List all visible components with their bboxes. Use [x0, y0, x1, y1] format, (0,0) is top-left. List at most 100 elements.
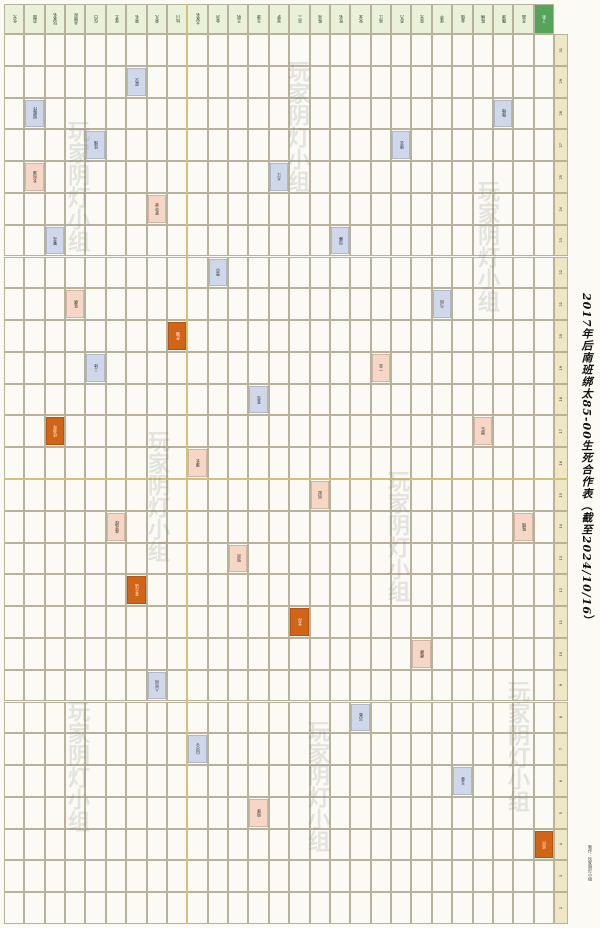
grid-cell — [44, 97, 66, 130]
grid-cell — [370, 34, 392, 66]
grid-cell — [166, 415, 188, 448]
grid-cell — [228, 129, 249, 162]
schedule-entry-label: 漫长 — [195, 459, 200, 468]
grid-cell — [268, 860, 290, 893]
grid-cell — [65, 415, 86, 448]
grid-cell — [126, 129, 147, 162]
row-label: 大家名 — [187, 4, 208, 34]
grid-cell — [411, 34, 432, 66]
row-label-text: 仓光 — [11, 15, 17, 23]
grid-cell — [126, 669, 147, 702]
grid-cell — [309, 574, 330, 607]
grid-cell — [44, 256, 66, 289]
grid-cell — [391, 765, 412, 797]
row-label-text: 荣凡 — [154, 15, 160, 23]
column-label-text: 27 — [558, 143, 563, 148]
grid-cell — [411, 288, 432, 321]
grid-cell — [207, 828, 229, 861]
grid-cell — [391, 510, 412, 543]
grid-cell — [411, 479, 432, 511]
grid-cell — [105, 574, 127, 607]
grid-cell — [309, 796, 330, 829]
grid-cell — [228, 606, 249, 638]
grid-cell — [44, 892, 66, 924]
schedule-entry-label: 如懿传 — [32, 107, 38, 120]
grid-cell — [452, 574, 473, 607]
grid-cell — [65, 542, 86, 575]
schedule-entry-label: 莲花楼 — [113, 520, 119, 533]
grid-cell — [24, 320, 45, 352]
row-label: 陈楠 — [472, 4, 493, 34]
grid-cell — [309, 161, 330, 193]
grid-cell — [391, 669, 412, 702]
grid-cell — [126, 606, 147, 638]
grid-cell — [370, 224, 392, 257]
row-label-text: 丁新 — [541, 15, 547, 23]
schedule-entry-label: 长风渡 — [32, 171, 38, 184]
table-title: 2017年后南班绑太85-00生死合作表（截至2024/10/16） — [580, 292, 593, 628]
grid-cell — [146, 65, 167, 98]
grid-cell — [289, 796, 310, 829]
grid-cell — [85, 351, 106, 384]
row-label-text: 玩家名 — [52, 13, 58, 25]
grid-cell — [391, 637, 412, 670]
grid-cell — [370, 383, 392, 416]
row-label-text: 宋龙 — [357, 15, 363, 23]
grid-cell — [309, 97, 330, 130]
grid-cell — [391, 733, 412, 766]
grid-cell — [309, 733, 330, 766]
grid-cell — [431, 320, 453, 352]
grid-cell — [513, 129, 534, 162]
grid-cell — [207, 542, 229, 575]
column-label: 20 — [554, 320, 568, 352]
grid-cell — [268, 796, 290, 829]
grid-cell — [370, 765, 392, 797]
grid-cell — [431, 161, 453, 193]
column-label: 25 — [554, 161, 568, 193]
grid-cell — [411, 510, 432, 543]
grid-cell — [44, 192, 66, 225]
grid-cell — [65, 34, 86, 66]
grid-cell — [105, 224, 127, 257]
grid-cell — [309, 542, 330, 575]
grid-cell — [105, 860, 127, 893]
schedule-entry: 星汉 — [127, 67, 146, 96]
grid-cell — [492, 256, 514, 289]
grid-cell — [391, 97, 412, 130]
grid-cell — [268, 479, 290, 511]
grid-cell — [268, 447, 290, 479]
column-label-text: 11 — [558, 619, 563, 625]
schedule-entry-label: 开端 — [174, 331, 180, 340]
grid-cell — [350, 383, 371, 416]
row-label: 第名 — [126, 4, 147, 34]
grid-cell — [207, 479, 229, 511]
grid-cell — [146, 542, 167, 575]
grid-cell — [24, 97, 45, 130]
grid-cell — [289, 479, 310, 511]
grid-cell — [85, 701, 106, 734]
grid-cell — [391, 860, 412, 893]
grid-cell — [309, 351, 330, 384]
grid-cell — [85, 65, 106, 98]
row-label: 仓光 — [4, 4, 25, 34]
grid-cell — [207, 34, 229, 66]
schedule-entry: 卿卿 — [412, 639, 431, 668]
grid-cell — [431, 65, 453, 98]
grid-cell — [492, 860, 514, 893]
grid-cell — [146, 828, 167, 861]
grid-cell — [4, 796, 25, 829]
grid-cell — [105, 701, 127, 734]
grid-cell — [44, 34, 66, 66]
grid-cell — [268, 701, 290, 734]
grid-cell — [166, 129, 188, 162]
grid-cell — [452, 383, 473, 416]
grid-cell — [431, 192, 453, 225]
column-label-text: 15 — [558, 492, 563, 498]
schedule-entry-label: 琅琊 — [256, 808, 262, 817]
grid-cell — [187, 97, 208, 130]
grid-cell — [452, 669, 473, 702]
grid-cell — [44, 224, 66, 257]
grid-cell — [411, 447, 432, 479]
grid-cell — [248, 383, 269, 416]
